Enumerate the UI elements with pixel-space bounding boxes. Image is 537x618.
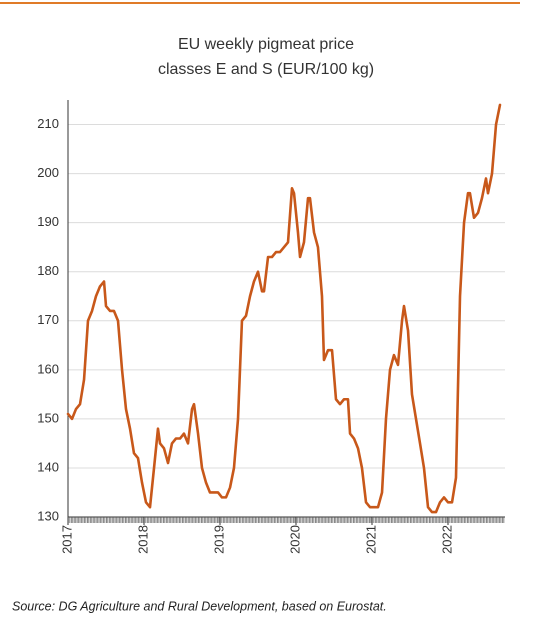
y-tick-label: 150 xyxy=(37,410,59,425)
y-tick-label: 210 xyxy=(37,116,59,131)
source-note: Source: DG Agriculture and Rural Develop… xyxy=(12,599,387,613)
chart-title: classes E and S (EUR/100 kg) xyxy=(158,61,374,78)
x-tick-label: 2021 xyxy=(363,525,378,554)
chart-title: EU weekly pigmeat price xyxy=(178,36,354,53)
y-tick-label: 170 xyxy=(37,312,59,327)
y-tick-label: 180 xyxy=(37,263,59,278)
y-tick-label: 130 xyxy=(37,508,59,523)
grid: 130 140 150 160 170 180 190 200 210 2017 2018 2019 2… xyxy=(37,100,505,554)
top-rule xyxy=(0,2,520,4)
y-tick-label: 140 xyxy=(37,459,59,474)
price-line xyxy=(66,103,502,514)
y-tick-label: 160 xyxy=(37,361,59,376)
y-tick-label: 190 xyxy=(37,214,59,229)
week-ticks xyxy=(68,517,505,523)
x-tick-label: 2020 xyxy=(287,525,302,554)
x-tick-label: 2017 xyxy=(59,525,74,554)
x-tick-label: 2019 xyxy=(211,525,226,554)
plot xyxy=(66,103,502,514)
x-tick-label: 2022 xyxy=(439,525,454,554)
x-tick-label: 2018 xyxy=(135,525,150,554)
y-tick-label: 200 xyxy=(37,165,59,180)
